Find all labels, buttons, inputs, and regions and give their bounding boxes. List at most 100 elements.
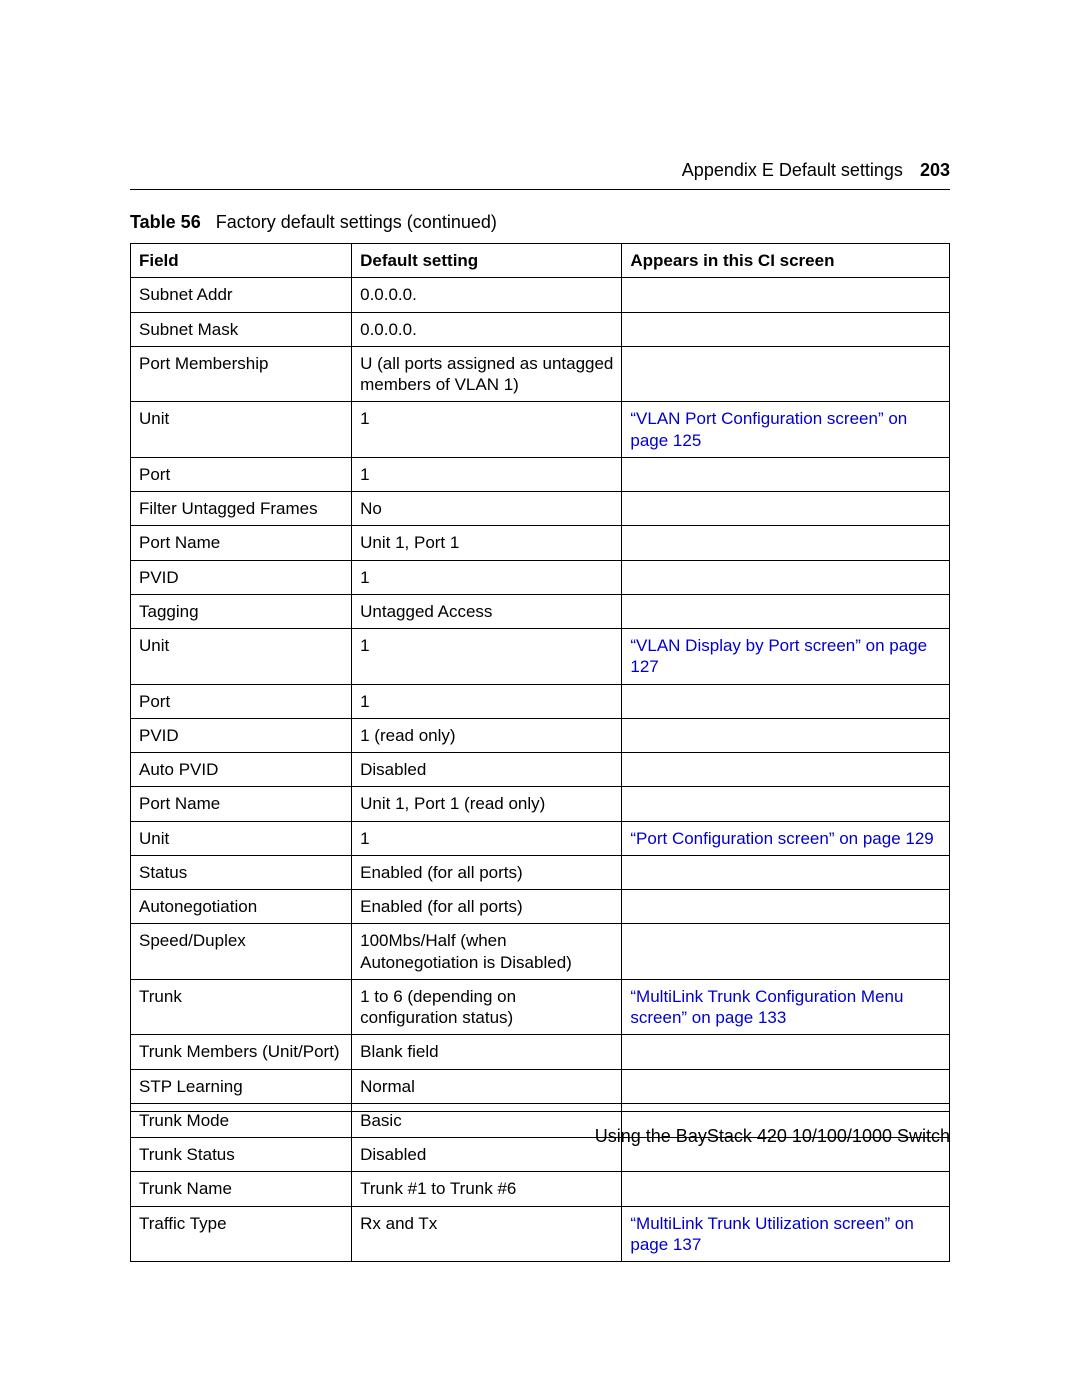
cell-field: Subnet Addr	[131, 278, 352, 312]
cell-default: Untagged Access	[352, 594, 622, 628]
table-row: Trunk Members (Unit/Port)Blank field	[131, 1035, 950, 1069]
cell-field: Traffic Type	[131, 1206, 352, 1262]
cell-default: 1	[352, 402, 622, 458]
cell-screen	[622, 753, 950, 787]
table-row: StatusEnabled (for all ports)	[131, 855, 950, 889]
cell-screen[interactable]: “MultiLink Trunk Utilization screen” on …	[622, 1206, 950, 1262]
cell-default: Normal	[352, 1069, 622, 1103]
cell-screen	[622, 924, 950, 980]
table-row: Unit1“VLAN Port Configuration screen” on…	[131, 402, 950, 458]
cell-default: 1 (read only)	[352, 718, 622, 752]
table-caption-text: Factory default settings (continued)	[216, 212, 497, 232]
cell-field: Speed/Duplex	[131, 924, 352, 980]
cell-screen	[622, 1035, 950, 1069]
cell-field: Auto PVID	[131, 753, 352, 787]
cell-default: Disabled	[352, 753, 622, 787]
cell-default: 1	[352, 684, 622, 718]
cell-field: Unit	[131, 821, 352, 855]
table-row: Subnet Mask0.0.0.0.	[131, 312, 950, 346]
cell-default: Unit 1, Port 1 (read only)	[352, 787, 622, 821]
cell-default: Blank field	[352, 1035, 622, 1069]
cell-field: Filter Untagged Frames	[131, 492, 352, 526]
document-page: Appendix E Default settings 203 Table 56…	[0, 0, 1080, 1397]
table-row: Trunk1 to 6 (depending on configuration …	[131, 979, 950, 1035]
cell-field: Tagging	[131, 594, 352, 628]
col-default: Default setting	[352, 244, 622, 278]
cell-screen[interactable]: “VLAN Display by Port screen” on page 12…	[622, 629, 950, 685]
cell-screen[interactable]: “MultiLink Trunk Configuration Menu scre…	[622, 979, 950, 1035]
cell-default: 1	[352, 560, 622, 594]
table-row: Port1	[131, 684, 950, 718]
cell-default: 100Mbs/Half (when Autonegotiation is Dis…	[352, 924, 622, 980]
cell-default: 0.0.0.0.	[352, 278, 622, 312]
table-row: Traffic TypeRx and Tx“MultiLink Trunk Ut…	[131, 1206, 950, 1262]
settings-table: Field Default setting Appears in this CI…	[130, 243, 950, 1262]
cell-default: 1	[352, 457, 622, 491]
cell-field: Autonegotiation	[131, 890, 352, 924]
table-row: PVID1 (read only)	[131, 718, 950, 752]
table-row: Port MembershipU (all ports assigned as …	[131, 346, 950, 402]
table-row: Unit1“VLAN Display by Port screen” on pa…	[131, 629, 950, 685]
table-row: STP LearningNormal	[131, 1069, 950, 1103]
cell-default: Unit 1, Port 1	[352, 526, 622, 560]
footer-text: Using the BayStack 420 10/100/1000 Switc…	[595, 1126, 950, 1146]
cell-screen	[622, 526, 950, 560]
cell-screen	[622, 684, 950, 718]
cell-default: U (all ports assigned as untagged member…	[352, 346, 622, 402]
table-caption: Table 56 Factory default settings (conti…	[130, 212, 950, 233]
cell-field: Trunk	[131, 979, 352, 1035]
page-header: Appendix E Default settings 203	[130, 160, 950, 190]
cell-screen	[622, 457, 950, 491]
cell-field: Trunk Name	[131, 1172, 352, 1206]
table-row: Speed/Duplex100Mbs/Half (when Autonegoti…	[131, 924, 950, 980]
cell-field: Unit	[131, 402, 352, 458]
table-row: Port NameUnit 1, Port 1 (read only)	[131, 787, 950, 821]
cell-default: 1 to 6 (depending on configuration statu…	[352, 979, 622, 1035]
cell-screen	[622, 278, 950, 312]
cell-screen[interactable]: “VLAN Port Configuration screen” on page…	[622, 402, 950, 458]
table-row: Port1	[131, 457, 950, 491]
cell-default: 0.0.0.0.	[352, 312, 622, 346]
cell-screen	[622, 1069, 950, 1103]
cell-default: Trunk #1 to Trunk #6	[352, 1172, 622, 1206]
cell-field: STP Learning	[131, 1069, 352, 1103]
table-header-row: Field Default setting Appears in this CI…	[131, 244, 950, 278]
table-row: Port NameUnit 1, Port 1	[131, 526, 950, 560]
header-page-number: 203	[920, 160, 950, 180]
header-section: Appendix E Default settings	[682, 160, 903, 180]
table-row: Subnet Addr0.0.0.0.	[131, 278, 950, 312]
col-field: Field	[131, 244, 352, 278]
table-label: Table 56	[130, 212, 201, 232]
cell-field: Port Name	[131, 787, 352, 821]
cell-screen	[622, 1172, 950, 1206]
cell-screen	[622, 594, 950, 628]
cell-screen	[622, 312, 950, 346]
cell-screen	[622, 560, 950, 594]
table-row: Unit1“Port Configuration screen” on page…	[131, 821, 950, 855]
cell-field: Unit	[131, 629, 352, 685]
cell-screen	[622, 787, 950, 821]
cell-screen	[622, 346, 950, 402]
table-row: Filter Untagged FramesNo	[131, 492, 950, 526]
cell-default: No	[352, 492, 622, 526]
cell-field: Port	[131, 457, 352, 491]
table-row: PVID1	[131, 560, 950, 594]
cell-field: Port Membership	[131, 346, 352, 402]
cell-field: Status	[131, 855, 352, 889]
cell-screen	[622, 890, 950, 924]
cell-default: Rx and Tx	[352, 1206, 622, 1262]
col-screen: Appears in this CI screen	[622, 244, 950, 278]
cell-field: Port	[131, 684, 352, 718]
cell-field: Trunk Members (Unit/Port)	[131, 1035, 352, 1069]
cell-default: Enabled (for all ports)	[352, 890, 622, 924]
cell-screen[interactable]: “Port Configuration screen” on page 129	[622, 821, 950, 855]
cell-field: PVID	[131, 560, 352, 594]
table-row: Auto PVIDDisabled	[131, 753, 950, 787]
page-footer: Using the BayStack 420 10/100/1000 Switc…	[130, 1111, 950, 1147]
cell-default: Enabled (for all ports)	[352, 855, 622, 889]
cell-default: 1	[352, 821, 622, 855]
cell-screen	[622, 718, 950, 752]
table-row: Trunk NameTrunk #1 to Trunk #6	[131, 1172, 950, 1206]
cell-default: 1	[352, 629, 622, 685]
cell-screen	[622, 855, 950, 889]
